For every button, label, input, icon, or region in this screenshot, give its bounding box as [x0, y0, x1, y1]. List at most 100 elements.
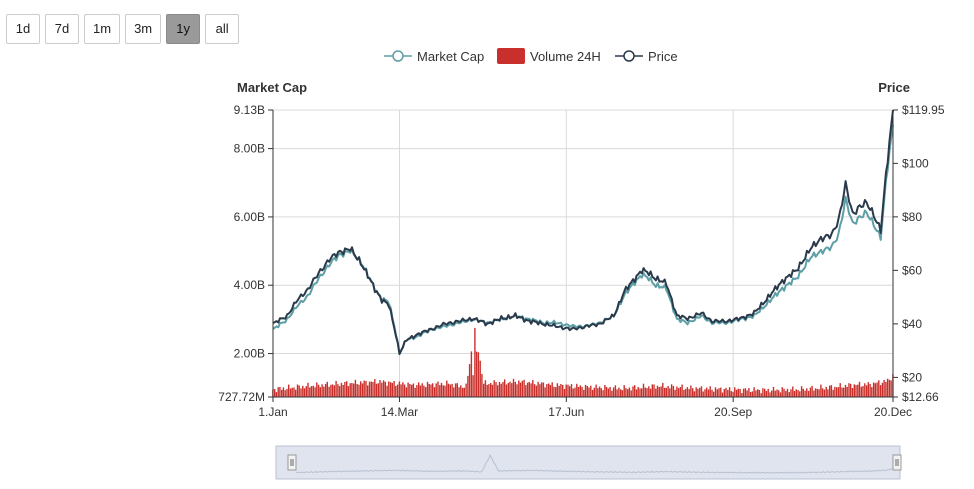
- volume-bar: [335, 380, 337, 397]
- volume-bar: [514, 381, 516, 397]
- navigator[interactable]: [275, 445, 902, 480]
- legend-volume-swatch: [497, 48, 525, 64]
- volume-bar: [472, 375, 474, 397]
- volume-bar: [544, 387, 546, 397]
- volume-bar: [757, 389, 759, 397]
- range-button-1m[interactable]: 1m: [84, 14, 121, 44]
- volume-bar: [620, 389, 622, 397]
- volume-bar: [684, 388, 687, 397]
- volume-bar: [767, 388, 769, 397]
- range-button-3m[interactable]: 3m: [125, 14, 162, 44]
- volume-bar: [365, 380, 367, 397]
- volume-bar: [604, 385, 606, 397]
- volume-bar: [560, 384, 562, 397]
- legend-item-volume[interactable]: Volume 24H: [497, 48, 601, 64]
- navigator-window[interactable]: [275, 445, 901, 480]
- volume-bar: [403, 384, 406, 397]
- volume-bar: [714, 387, 717, 397]
- volume-bar: [677, 388, 680, 397]
- volume-bar: [307, 382, 309, 397]
- volume-bar: [632, 386, 634, 397]
- volume-bar: [331, 384, 334, 397]
- volume-bar: [289, 388, 292, 397]
- volume-bar: [558, 385, 560, 397]
- volume-bar: [827, 389, 829, 397]
- volume-bar: [555, 387, 557, 397]
- legend-price-marker: [623, 50, 635, 62]
- volume-bar: [655, 388, 657, 397]
- volume-bar: [535, 385, 538, 397]
- volume-bar: [574, 387, 576, 397]
- volume-bar: [354, 379, 357, 397]
- volume-bar: [523, 379, 525, 397]
- x-tick-label: 1.Jan: [258, 405, 287, 419]
- navigator-handle-left[interactable]: [287, 454, 297, 471]
- volume-bar: [569, 386, 571, 397]
- volume-bar: [286, 388, 288, 397]
- navigator-handle-right[interactable]: [892, 454, 902, 471]
- range-button-7d[interactable]: 7d: [45, 14, 79, 44]
- volume-bar: [846, 386, 848, 397]
- volume-bar: [323, 386, 325, 397]
- volume-bar: [821, 388, 824, 397]
- volume-bar: [716, 389, 718, 397]
- volume-bar: [665, 387, 667, 397]
- volume-bar: [639, 388, 641, 397]
- volume-bar: [384, 381, 386, 397]
- volume-bar: [623, 385, 625, 397]
- volume-bar: [741, 393, 743, 397]
- volume-bar: [284, 390, 286, 397]
- left-tick-label: 9.13B: [234, 103, 265, 117]
- volume-bar: [375, 383, 378, 397]
- volume-bar: [811, 385, 813, 397]
- volume-bar: [346, 381, 348, 397]
- volume-bar: [625, 388, 627, 397]
- volume-bar: [419, 385, 422, 397]
- right-tick-label: $119.95: [902, 103, 945, 117]
- volume-bar: [537, 381, 539, 397]
- volume-bar: [778, 390, 780, 397]
- volume-bar: [344, 382, 346, 397]
- x-tick-label: 20.Sep: [714, 405, 752, 419]
- volume-bar: [349, 383, 351, 397]
- volume-bar: [779, 392, 782, 397]
- volume-bar: [570, 384, 573, 397]
- volume-bar: [481, 374, 483, 397]
- volume-bar: [851, 388, 854, 397]
- volume-bar: [316, 382, 318, 397]
- volume-bar: [618, 387, 620, 397]
- volume-bar: [781, 387, 783, 397]
- right-tick-label: $80: [902, 210, 922, 224]
- volume-bar: [855, 385, 857, 397]
- volume-bar: [439, 385, 441, 397]
- volume-bar: [402, 382, 404, 397]
- volume-bar: [721, 392, 724, 397]
- volume-bar: [621, 390, 624, 397]
- range-button-all[interactable]: all: [205, 14, 240, 44]
- volume-bar: [532, 380, 534, 397]
- x-tick-label: 14.Mar: [381, 405, 418, 419]
- volume-bar: [667, 386, 669, 397]
- volume-bar: [670, 384, 673, 397]
- volume-bar: [474, 327, 476, 397]
- legend-item-market-cap[interactable]: Market Cap: [384, 49, 484, 64]
- volume-bar: [493, 380, 495, 397]
- volume-bar: [634, 385, 636, 397]
- legend-item-price[interactable]: Price: [615, 49, 678, 64]
- volume-bar: [742, 388, 745, 397]
- volume-bar: [865, 385, 868, 397]
- volume-bar: [878, 380, 880, 397]
- volume-bar: [495, 382, 497, 397]
- range-button-1y[interactable]: 1y: [166, 14, 201, 44]
- volume-bar: [723, 389, 725, 397]
- volume-bar: [709, 386, 711, 397]
- volume-bar: [832, 389, 834, 397]
- volume-bar: [396, 384, 399, 397]
- volume-bar: [305, 386, 307, 397]
- right-tick-label: $12.66: [902, 390, 939, 404]
- volume-bar: [484, 380, 487, 397]
- volume-bar: [764, 388, 766, 397]
- volume-bar: [479, 360, 481, 397]
- range-button-1d[interactable]: 1d: [6, 14, 40, 44]
- volume-bar: [881, 382, 884, 397]
